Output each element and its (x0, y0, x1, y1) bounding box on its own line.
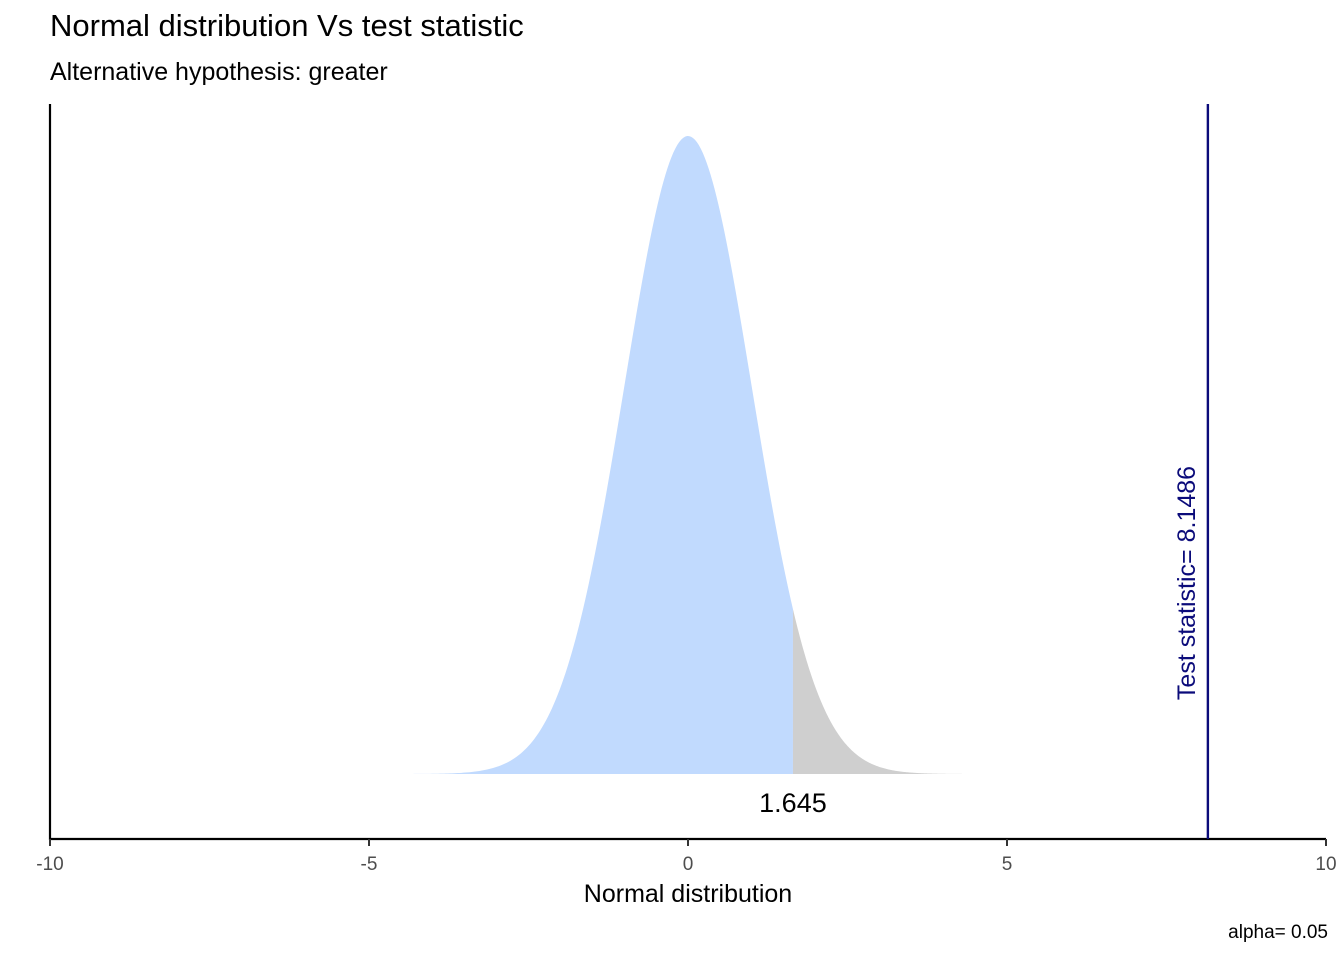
chart-title: Normal distribution Vs test statistic (50, 8, 524, 43)
acceptance-region-area (400, 136, 793, 774)
rejection-region-area (792, 609, 976, 774)
chart-subtitle: Alternative hypothesis: greater (50, 58, 388, 86)
density-areas (400, 136, 976, 774)
chart-caption: alpha= 0.05 (1228, 922, 1328, 943)
critical-value-label: 1.645 (759, 788, 827, 818)
test-statistic-label: Test statistic= 8.1486 (1173, 466, 1201, 700)
x-tick-label: -10 (36, 854, 63, 875)
x-tick-label: 0 (683, 854, 694, 875)
x-tick-label: 10 (1315, 854, 1336, 875)
x-axis-label: Normal distribution (584, 880, 792, 908)
x-tick-label: -5 (361, 854, 378, 875)
x-ticks: -10 -5 0 5 10 (36, 839, 1337, 875)
x-tick-label: 5 (1002, 854, 1013, 875)
